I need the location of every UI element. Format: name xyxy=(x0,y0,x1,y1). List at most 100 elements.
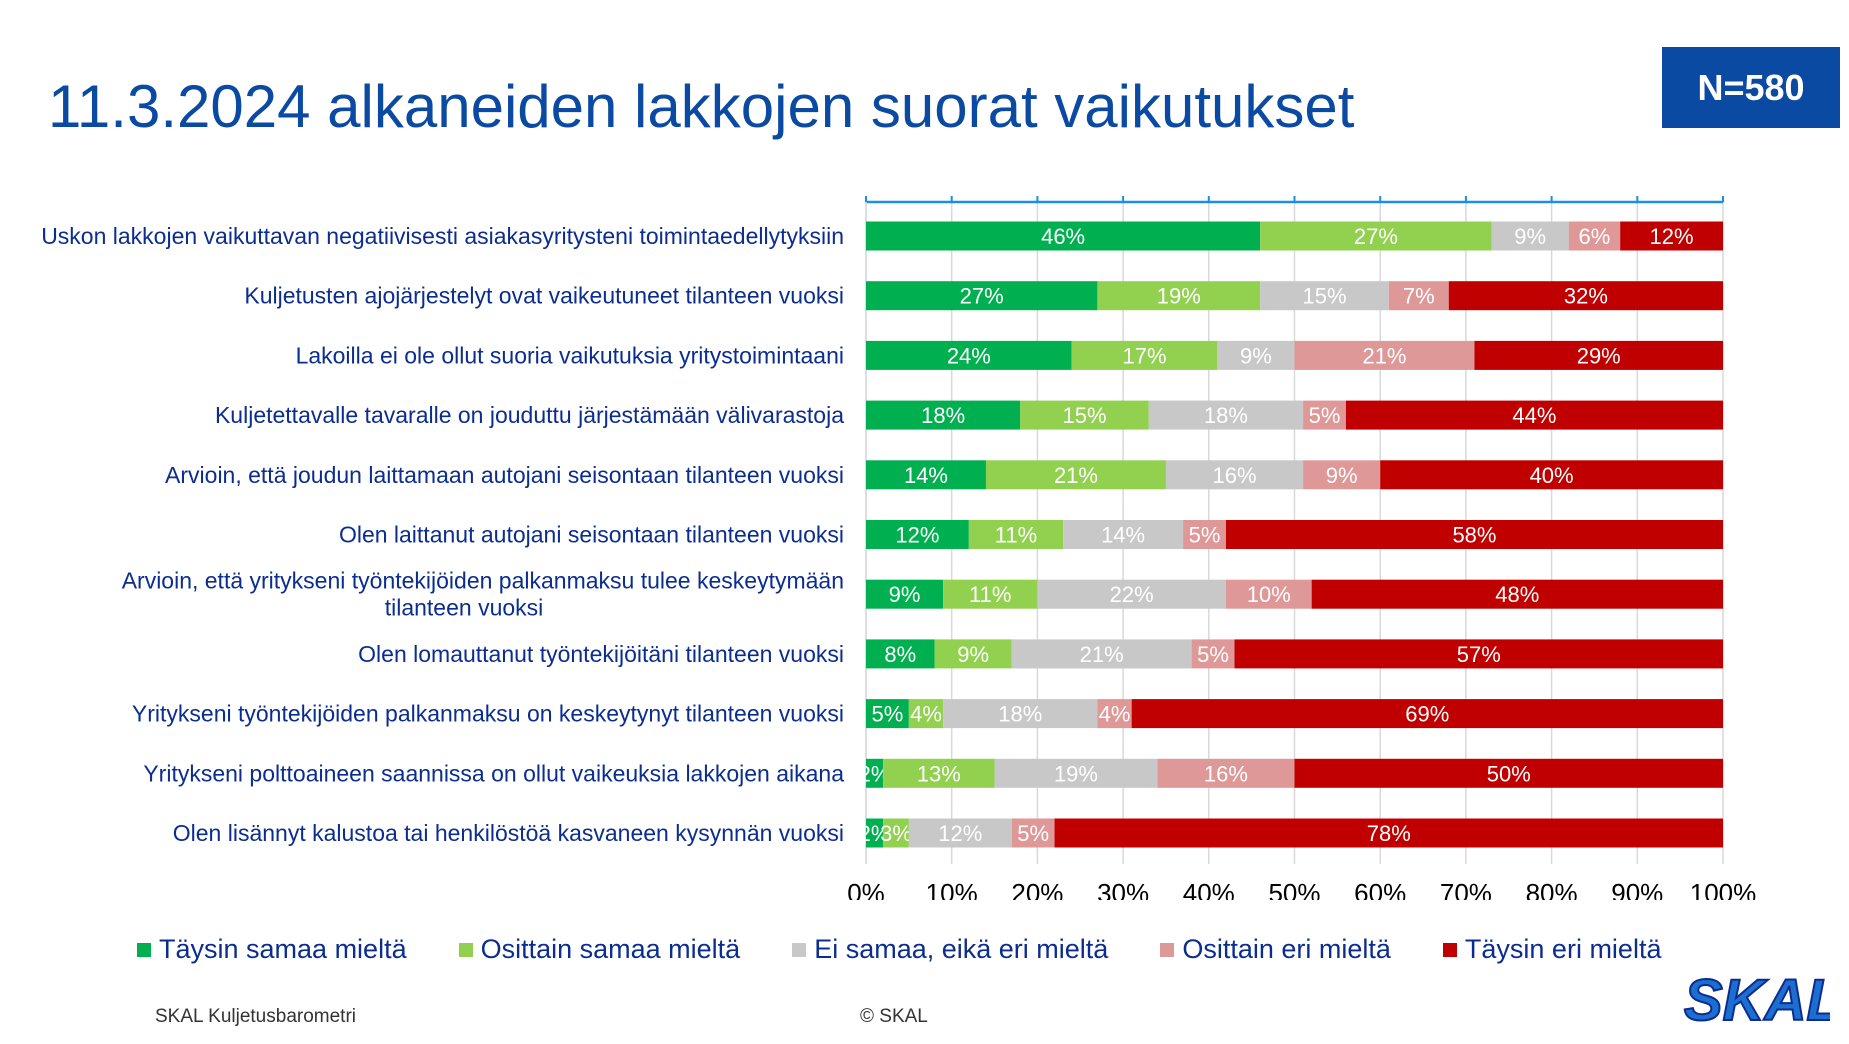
category-label: Olen lomauttanut työntekijöitäni tilante… xyxy=(358,641,844,667)
legend-swatch xyxy=(137,942,151,957)
legend-label: Täysin samaa mieltä xyxy=(159,934,407,964)
bar-value-label: 12% xyxy=(938,821,982,846)
category-label: Kuljetusten ajojärjestelyt ovat vaikeutu… xyxy=(244,283,844,309)
category-label: Olen lisännyt kalustoa tai henkilöstöä k… xyxy=(173,820,844,846)
svg-text:SKAL: SKAL xyxy=(1684,968,1830,1028)
bar-segment xyxy=(1020,400,1149,430)
bar-value-label: 5% xyxy=(1189,523,1221,548)
stacked-bar-chart: 46% 27% 9% 6% 12% 27% 19% 15% 7% 32% 24% 17% 9% 21% 29… xyxy=(41,196,1756,900)
chart-bars: 46% 27% 9% 6% 12% 27% 19% 15% 7% 32% 24% 17% 9% 21% 29… xyxy=(859,221,1723,848)
bar-segment xyxy=(1474,340,1723,370)
category-label: Kuljetettavalle tavaralle on jouduttu jä… xyxy=(215,402,844,428)
bar-value-label: 19% xyxy=(1157,284,1201,309)
bar-segment xyxy=(1491,221,1569,251)
bar-segment xyxy=(1148,400,1304,430)
bar-value-label: 50% xyxy=(1487,761,1531,786)
x-tick-label: 80% xyxy=(1526,878,1578,900)
bar-value-label: 14% xyxy=(1101,523,1145,548)
bar-segment xyxy=(1191,639,1235,669)
legend-item: Täysin eri mieltä xyxy=(1442,934,1661,965)
bar-segment xyxy=(1311,579,1723,609)
bar-segment xyxy=(1037,579,1226,609)
bar-value-label: 10% xyxy=(1247,582,1291,607)
bar-value-label: 16% xyxy=(1204,761,1248,786)
bar-value-label: 24% xyxy=(947,343,991,368)
x-tick-label: 50% xyxy=(1268,878,1320,900)
bar-segment xyxy=(1345,400,1723,430)
bar-value-label: 11% xyxy=(969,582,1011,607)
x-tick-label: 60% xyxy=(1354,878,1406,900)
bar-segment xyxy=(1260,221,1492,251)
bar-segment xyxy=(866,221,1261,251)
bar-value-label: 21% xyxy=(1054,463,1098,488)
bar-value-label: 12% xyxy=(895,523,939,548)
bar-segment xyxy=(1294,340,1475,370)
bar-segment xyxy=(985,460,1166,490)
legend-item: Ei samaa, eikä eri mieltä xyxy=(792,934,1108,965)
bar-value-label: 40% xyxy=(1530,463,1574,488)
bar-value-label: 27% xyxy=(960,284,1004,309)
bar-value-label: 57% xyxy=(1457,642,1501,667)
bar-segment xyxy=(1063,520,1184,549)
bar-segment xyxy=(1054,818,1723,848)
category-label: Olen laittanut autojani seisontaan tilan… xyxy=(339,522,844,548)
bar-segment xyxy=(1620,221,1723,251)
legend-item: Osittain samaa mieltä xyxy=(458,934,740,965)
bar-value-label: 13% xyxy=(917,761,961,786)
x-tick-label: 0% xyxy=(847,878,885,900)
category-label: tilanteen vuoksi xyxy=(385,595,544,621)
footer-copyright: © SKAL xyxy=(860,1006,928,1027)
bar-value-label: 5% xyxy=(1309,403,1341,428)
bar-value-label: 12% xyxy=(1650,224,1694,249)
bar-value-label: 16% xyxy=(1212,463,1256,488)
bar-value-label: 29% xyxy=(1577,343,1621,368)
x-axis-tick-labels: 0% 10% 20% 30% 40% 50% 60% 70% 80% 90% 100% xyxy=(847,878,1756,900)
bar-value-label: 5% xyxy=(872,702,904,727)
bar-value-label: 17% xyxy=(1123,343,1167,368)
legend-label: Osittain eri mieltä xyxy=(1182,934,1391,964)
x-tick-label: 40% xyxy=(1183,878,1235,900)
bar-value-label: 3% xyxy=(880,821,912,846)
bar-segment xyxy=(1097,699,1132,729)
bar-segment xyxy=(866,818,884,848)
bar-segment xyxy=(866,758,884,788)
bar-value-label: 15% xyxy=(1063,403,1107,428)
bar-value-label: 58% xyxy=(1452,523,1496,548)
bar-segment xyxy=(866,460,986,490)
skal-logo: SKAL xyxy=(1683,968,1830,1028)
legend-swatch xyxy=(458,942,473,957)
bar-segment xyxy=(1217,340,1295,370)
bar-value-label: 22% xyxy=(1110,582,1154,607)
category-label: Arvioin, että yritykseni työntekijöiden … xyxy=(122,568,844,594)
x-tick-label: 10% xyxy=(926,878,978,900)
bar-segment xyxy=(1225,579,1312,609)
bar-segment xyxy=(1157,758,1295,788)
bar-value-label: 11% xyxy=(995,523,1037,548)
bar-segment xyxy=(866,639,935,669)
bar-segment xyxy=(908,818,1012,848)
bar-value-label: 19% xyxy=(1054,761,1098,786)
bar-segment xyxy=(866,340,1072,370)
bar-value-label: 9% xyxy=(1326,463,1358,488)
bar-value-label: 9% xyxy=(889,582,921,607)
bar-segment xyxy=(1568,221,1621,251)
bar-segment xyxy=(1165,460,1304,490)
bar-value-label: 69% xyxy=(1405,702,1449,727)
category-label: Arvioin, että joudun laittamaan autojani… xyxy=(165,462,844,488)
bar-segment xyxy=(1011,818,1055,848)
bar-segment xyxy=(1294,758,1723,788)
bar-value-label: 5% xyxy=(1017,821,1049,846)
bar-value-label: 32% xyxy=(1564,284,1608,309)
bar-value-label: 5% xyxy=(1197,642,1229,667)
bar-segment xyxy=(866,400,1021,430)
bar-segment xyxy=(1260,281,1389,311)
sample-size-badge: N=580 xyxy=(1662,47,1840,128)
bar-segment xyxy=(934,639,1012,669)
category-label: Yritykseni polttoaineen saannissa on oll… xyxy=(143,760,844,786)
bar-value-label: 9% xyxy=(1240,343,1272,368)
category-label: Yritykseni työntekijöiden palkanmaksu on… xyxy=(132,701,844,727)
bar-value-label: 6% xyxy=(1579,224,1611,249)
bar-segment xyxy=(1225,520,1723,549)
bar-value-label: 48% xyxy=(1495,582,1539,607)
bar-segment xyxy=(1234,639,1723,669)
